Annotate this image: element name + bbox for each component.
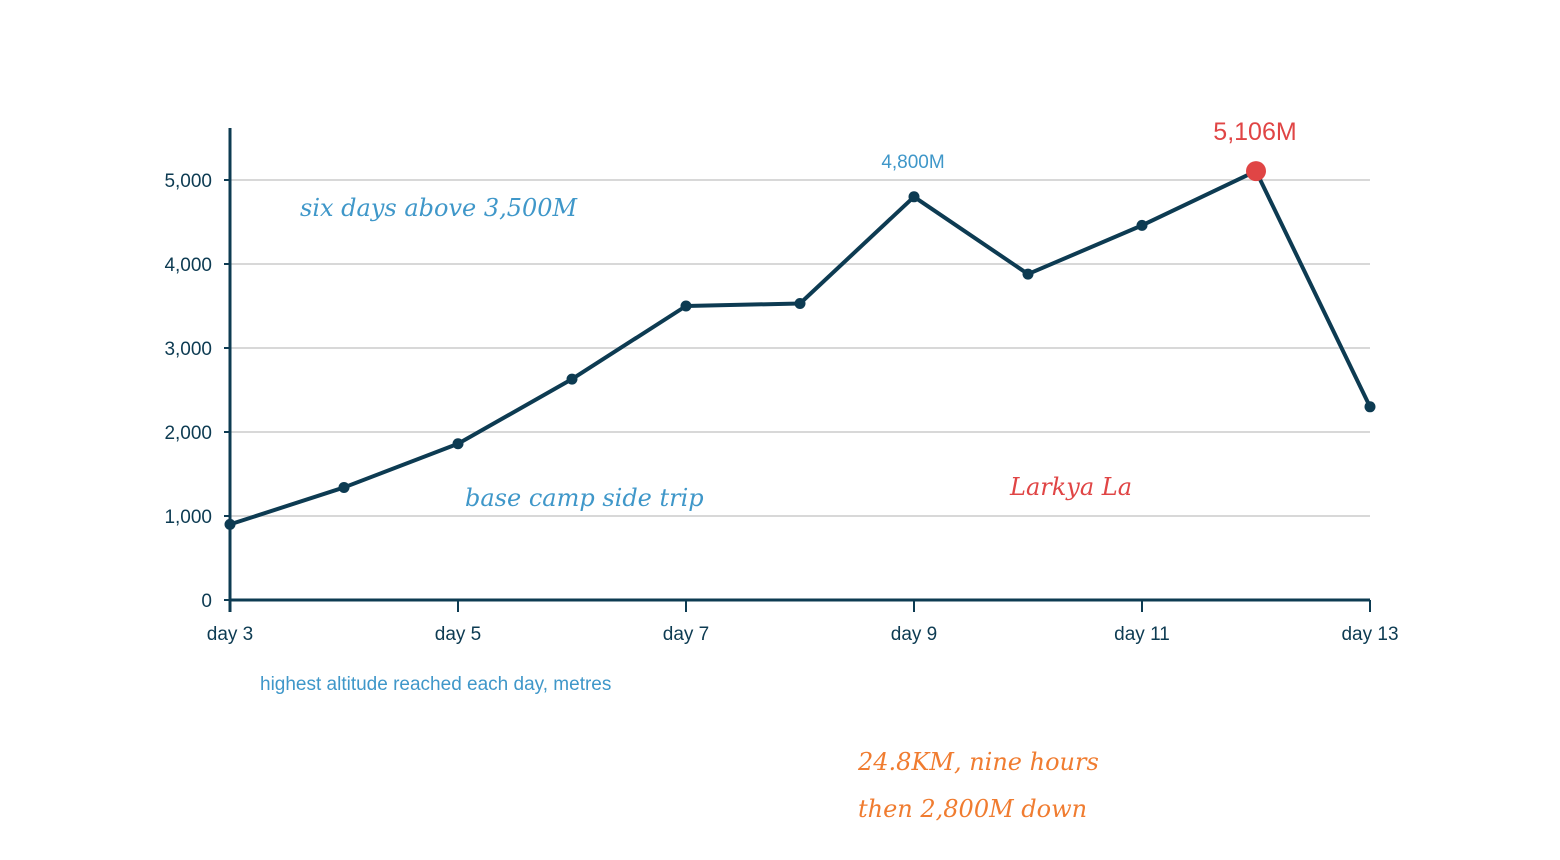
annotation-base-camp: base camp side trip <box>465 484 704 512</box>
x-tick-label: day 13 <box>1341 624 1398 645</box>
data-point <box>338 481 350 493</box>
data-point <box>1136 219 1148 231</box>
axes: 0 1,000 2,000 3,000 4,000 5,000 day 3 day 5 day … <box>164 128 1399 645</box>
x-tick-label: day 5 <box>435 624 481 645</box>
data-point <box>680 300 692 312</box>
annotation-max-label: 5,106M <box>1213 118 1296 146</box>
data-points <box>224 161 1376 530</box>
gridlines <box>230 179 1370 517</box>
y-tick-label: 2,000 <box>164 423 212 444</box>
y-tick-label: 3,000 <box>164 339 212 360</box>
x-tick-label: day 3 <box>207 624 253 645</box>
annotation-note-line1: 24.8KM, nine hours <box>857 748 1099 776</box>
x-tick-label: day 11 <box>1114 624 1170 645</box>
data-point <box>566 373 578 385</box>
data-point <box>1022 268 1034 280</box>
data-point <box>908 191 920 203</box>
x-tick-label: day 7 <box>663 624 709 645</box>
y-tick-label: 4,000 <box>164 255 212 276</box>
annotation-peak-label: 4,800M <box>881 152 944 173</box>
y-tick-label: 1,000 <box>164 507 212 528</box>
y-tick-label: 0 <box>201 591 212 612</box>
x-axis-caption: highest altitude reached each day, metre… <box>260 674 611 695</box>
highlight-point <box>1246 161 1266 182</box>
annotation-note-line2: then 2,800M down <box>858 795 1087 823</box>
data-point <box>794 297 806 309</box>
data-point <box>452 438 464 450</box>
x-tick-label: day 9 <box>891 624 937 645</box>
data-point <box>224 518 236 530</box>
annotation-six-days: six days above 3,500M <box>300 194 579 222</box>
y-tick-label: 5,000 <box>164 171 212 192</box>
data-point <box>1364 401 1376 413</box>
annotation-pass-name: Larkya La <box>1009 473 1132 501</box>
